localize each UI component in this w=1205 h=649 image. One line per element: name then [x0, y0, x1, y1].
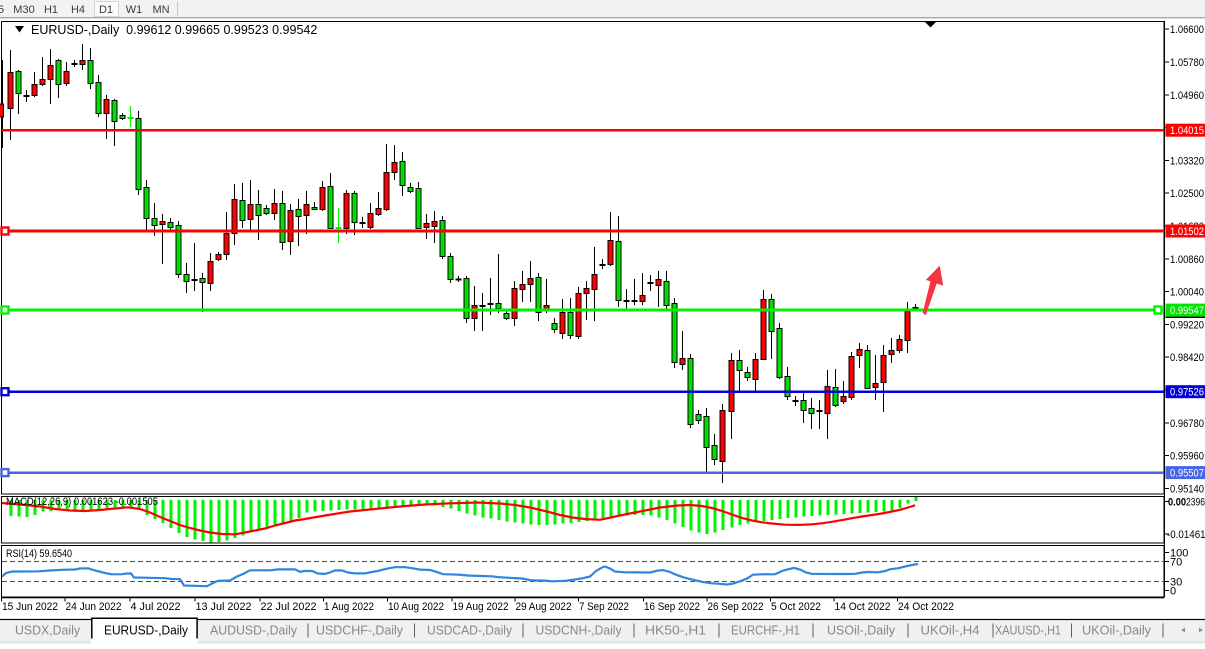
svg-text:0.99547: 0.99547: [1170, 305, 1204, 317]
svg-text:0: 0: [1170, 586, 1176, 598]
svg-text:14 Oct 2022: 14 Oct 2022: [835, 601, 891, 613]
svg-text:MN: MN: [152, 4, 169, 16]
svg-text:AUDUSD-,Daily: AUDUSD-,Daily: [210, 624, 298, 638]
svg-text:16 Sep 2022: 16 Sep 2022: [644, 601, 700, 613]
svg-text:1.00040: 1.00040: [1170, 287, 1204, 299]
svg-text:M30: M30: [13, 4, 34, 16]
svg-text:22 Jul 2022: 22 Jul 2022: [261, 601, 317, 613]
svg-text:24 Jun 2022: 24 Jun 2022: [66, 601, 122, 613]
svg-text:29 Aug 2022: 29 Aug 2022: [516, 601, 572, 613]
svg-text:USDX,Daily: USDX,Daily: [15, 624, 81, 638]
svg-text:XAUUSD-,H1: XAUUSD-,H1: [995, 624, 1061, 638]
svg-text:-0.014618: -0.014618: [1167, 529, 1205, 541]
svg-text:2396: 2396: [1186, 497, 1205, 509]
svg-text:D1: D1: [99, 4, 113, 16]
svg-text:0.95960: 0.95960: [1170, 451, 1204, 463]
svg-text:1.03320: 1.03320: [1170, 155, 1204, 167]
svg-text:4 Jul 2022: 4 Jul 2022: [131, 601, 181, 613]
svg-text:1.02500: 1.02500: [1170, 188, 1204, 200]
svg-text:USOil-,Daily: USOil-,Daily: [827, 624, 896, 638]
svg-text:USDCNH-,Daily: USDCNH-,Daily: [536, 624, 623, 638]
svg-text:19 Aug 2022: 19 Aug 2022: [453, 601, 509, 613]
svg-text:UKOil-,Daily: UKOil-,Daily: [1082, 624, 1152, 638]
svg-text:0.96780: 0.96780: [1170, 418, 1204, 430]
svg-text:0.98420: 0.98420: [1170, 352, 1204, 364]
svg-text:1.00860: 1.00860: [1170, 254, 1204, 266]
svg-text:5: 5: [0, 4, 4, 16]
svg-text:0.99220: 0.99220: [1170, 319, 1204, 331]
svg-text:1.06600: 1.06600: [1170, 24, 1204, 36]
svg-text:W1: W1: [126, 4, 143, 16]
svg-text:H1: H1: [44, 4, 58, 16]
svg-text:EURCHF-,H1: EURCHF-,H1: [731, 624, 800, 638]
svg-text:15 Jun 2022: 15 Jun 2022: [2, 601, 58, 613]
svg-text:HK50-,H1: HK50-,H1: [645, 624, 706, 638]
svg-text:7 Sep 2022: 7 Sep 2022: [579, 601, 629, 613]
svg-text:5 Oct 2022: 5 Oct 2022: [771, 601, 821, 613]
svg-text:1.04960: 1.04960: [1170, 90, 1204, 102]
svg-text:MACD(12,26,9) 0.001623 -0.0015: MACD(12,26,9) 0.001623 -0.001505: [6, 496, 158, 508]
svg-text:1.01502: 1.01502: [1170, 226, 1204, 238]
svg-text:0.97526: 0.97526: [1170, 387, 1204, 399]
svg-text:10 Aug 2022: 10 Aug 2022: [388, 601, 444, 613]
svg-text:EURUSD-,Daily: EURUSD-,Daily: [104, 624, 189, 638]
svg-text:70: 70: [1170, 557, 1182, 569]
svg-text:0.95140: 0.95140: [1170, 483, 1204, 495]
svg-text:1.04015: 1.04015: [1170, 125, 1204, 137]
svg-text:USDCAD-,Daily: USDCAD-,Daily: [427, 624, 513, 638]
svg-text:26 Sep 2022: 26 Sep 2022: [708, 601, 764, 613]
svg-text:H4: H4: [71, 4, 85, 16]
svg-text:0.00: 0.00: [1168, 497, 1186, 509]
svg-text:UKOil-,H4: UKOil-,H4: [921, 624, 980, 638]
svg-text:1 Aug 2022: 1 Aug 2022: [324, 601, 374, 613]
svg-text:0.95507: 0.95507: [1170, 468, 1204, 480]
svg-text:1.05780: 1.05780: [1170, 57, 1204, 69]
svg-text:24 Oct 2022: 24 Oct 2022: [898, 601, 954, 613]
svg-text:EURUSD-,Daily 0.99612 0.99665: EURUSD-,Daily 0.99612 0.99665 0.99523 0.…: [31, 23, 317, 37]
svg-text:USDCHF-,Daily: USDCHF-,Daily: [316, 624, 404, 638]
svg-text:RSI(14) 59.6540: RSI(14) 59.6540: [6, 548, 72, 560]
svg-text:13 Jul 2022: 13 Jul 2022: [196, 601, 252, 613]
